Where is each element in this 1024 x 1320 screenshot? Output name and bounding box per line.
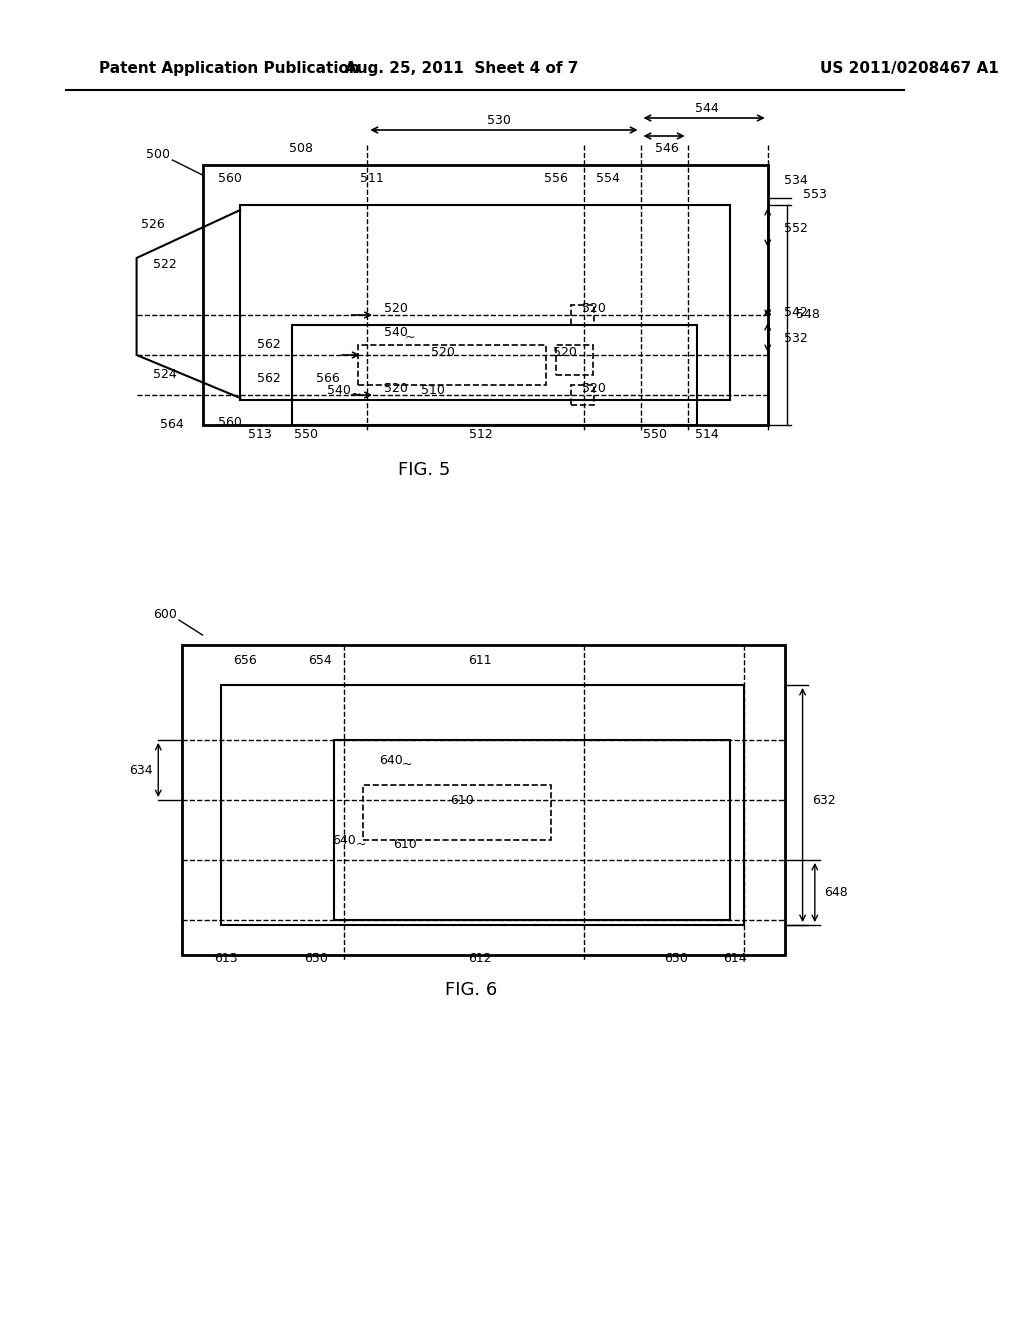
Text: 524: 524 — [153, 368, 177, 381]
Text: 632: 632 — [812, 793, 836, 807]
Text: 640: 640 — [379, 754, 402, 767]
Text: 600: 600 — [153, 609, 177, 622]
Text: 656: 656 — [233, 653, 257, 667]
Text: 508: 508 — [290, 141, 313, 154]
Text: 554: 554 — [596, 172, 620, 185]
Text: 654: 654 — [308, 653, 332, 667]
Text: 540: 540 — [384, 326, 408, 339]
Text: 650: 650 — [665, 952, 688, 965]
Text: 534: 534 — [784, 173, 808, 186]
Text: 532: 532 — [784, 331, 808, 345]
Text: 513: 513 — [248, 429, 271, 441]
Text: 610: 610 — [450, 793, 473, 807]
Text: 614: 614 — [723, 952, 746, 965]
Text: 564: 564 — [160, 418, 183, 432]
Bar — [570, 385, 594, 405]
Text: 562: 562 — [257, 338, 281, 351]
Bar — [358, 345, 547, 385]
Text: 500: 500 — [146, 149, 170, 161]
Bar — [221, 685, 744, 925]
Text: 540: 540 — [328, 384, 351, 396]
Text: 544: 544 — [694, 102, 719, 115]
Text: 526: 526 — [140, 219, 165, 231]
Bar — [335, 741, 730, 920]
Text: 612: 612 — [469, 952, 493, 965]
Text: 640: 640 — [332, 833, 355, 846]
Text: 546: 546 — [655, 141, 679, 154]
Bar — [556, 345, 594, 375]
Text: 520: 520 — [384, 381, 408, 395]
Text: 542: 542 — [784, 305, 808, 318]
Bar — [570, 305, 594, 325]
Text: Patent Application Publication: Patent Application Publication — [99, 61, 359, 75]
Text: 650: 650 — [304, 952, 328, 965]
Text: 648: 648 — [824, 887, 848, 899]
Text: US 2011/0208467 A1: US 2011/0208467 A1 — [819, 61, 998, 75]
Text: 610: 610 — [393, 837, 417, 850]
Text: 520: 520 — [384, 301, 408, 314]
Text: 530: 530 — [487, 114, 511, 127]
Text: 553: 553 — [803, 189, 826, 202]
Bar — [362, 785, 551, 840]
Text: 520: 520 — [582, 301, 605, 314]
Text: 520: 520 — [582, 381, 605, 395]
Text: 511: 511 — [360, 172, 384, 185]
Text: 613: 613 — [214, 952, 238, 965]
Text: FIG. 6: FIG. 6 — [444, 981, 497, 999]
Text: 560: 560 — [218, 416, 242, 429]
Text: 611: 611 — [469, 653, 493, 667]
Text: 520: 520 — [553, 346, 578, 359]
Text: 552: 552 — [784, 222, 808, 235]
Text: ~: ~ — [401, 758, 413, 771]
Text: 566: 566 — [316, 371, 340, 384]
Text: 550: 550 — [643, 429, 667, 441]
Bar — [292, 325, 697, 425]
Bar — [241, 205, 730, 400]
Text: ~: ~ — [404, 330, 415, 343]
Text: 556: 556 — [544, 172, 567, 185]
Text: 548: 548 — [797, 309, 820, 322]
Text: ~: ~ — [351, 388, 361, 400]
Text: ~: ~ — [355, 837, 366, 850]
Text: 510: 510 — [422, 384, 445, 396]
Text: 634: 634 — [129, 763, 154, 776]
Text: FIG. 5: FIG. 5 — [397, 461, 451, 479]
Text: 562: 562 — [257, 371, 281, 384]
Text: 514: 514 — [694, 429, 719, 441]
Text: 520: 520 — [431, 346, 455, 359]
Text: 512: 512 — [469, 429, 493, 441]
Bar — [182, 645, 784, 954]
Text: 522: 522 — [153, 259, 177, 272]
Text: Aug. 25, 2011  Sheet 4 of 7: Aug. 25, 2011 Sheet 4 of 7 — [345, 61, 579, 75]
Text: 560: 560 — [218, 172, 242, 185]
Text: 550: 550 — [294, 429, 318, 441]
Bar — [203, 165, 768, 425]
